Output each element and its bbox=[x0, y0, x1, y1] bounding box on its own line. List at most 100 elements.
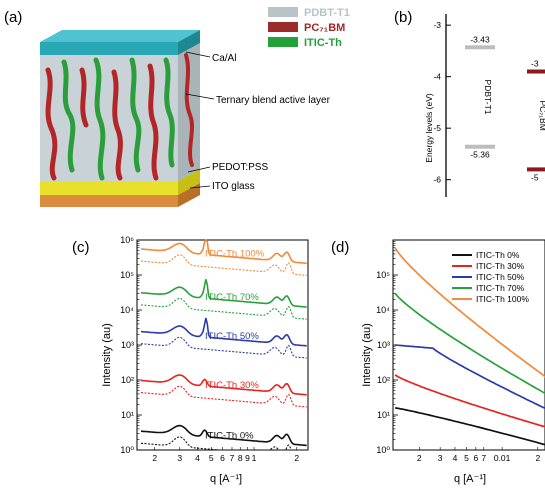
energy-tick-label: -6 bbox=[433, 175, 441, 185]
pdbt-material-label: PDBT-T1 bbox=[483, 80, 493, 115]
legend-label: ITIC-Th 50% bbox=[476, 272, 525, 282]
series-label: ITIC-Th 100% bbox=[205, 248, 265, 259]
pcbm-lumo-bar bbox=[527, 69, 545, 74]
legend-swatch-itic bbox=[268, 37, 298, 47]
y-tick-label: 10⁴ bbox=[120, 305, 134, 315]
x-tick-label: 6 bbox=[473, 453, 478, 463]
label-ito: ITO glass bbox=[212, 181, 255, 192]
panel-c: (c) Intensity (au) q [A⁻¹] 10⁰10¹10²10³1… bbox=[72, 235, 309, 485]
electrode-layer-top bbox=[40, 30, 200, 42]
x-tick-label: 4 bbox=[453, 453, 458, 463]
panel-a-label: (a) bbox=[4, 9, 22, 26]
label-active: Ternary blend active layer bbox=[216, 95, 331, 106]
label-electrode: Ca/Al bbox=[212, 53, 236, 64]
pcbm-homo-bar bbox=[527, 167, 545, 172]
series-line bbox=[394, 374, 545, 428]
series-line-solid bbox=[140, 238, 307, 265]
panel-a: (a) bbox=[4, 7, 350, 207]
series-label: ITIC-Th 50% bbox=[205, 331, 259, 342]
panel-d-legend: ITIC-Th 0%ITIC-Th 30%ITIC-Th 50% ITIC-Th … bbox=[452, 250, 529, 304]
panel-b: (b) Energy levels (eV) -3 -4 -5 -6 -3.43 -5.… bbox=[394, 9, 545, 197]
series-line bbox=[394, 407, 545, 446]
series-line bbox=[395, 344, 545, 410]
panel-d-xlabel: q [A⁻¹] bbox=[454, 473, 486, 485]
x-tick-label: 3 bbox=[438, 453, 443, 463]
pedot-layer-side bbox=[178, 169, 200, 195]
legend-label: ITIC-Th 100% bbox=[476, 294, 529, 304]
panel-d-label: (d) bbox=[331, 239, 349, 256]
panel-d-ylabel: Intensity (au) bbox=[361, 323, 373, 387]
pcbm-material-label: PC₇₁BM bbox=[538, 100, 545, 130]
y-tick-label: 10³ bbox=[377, 340, 390, 350]
pcbm-homo-label: -5 bbox=[531, 172, 539, 182]
y-tick-label: 10² bbox=[121, 375, 134, 385]
layer-labels: Ca/Al Ternary blend active layer PEDOT:P… bbox=[185, 51, 331, 192]
series-line bbox=[394, 247, 545, 378]
x-tick-label: 7 bbox=[230, 453, 235, 463]
x-tick-label: 9 bbox=[245, 453, 250, 463]
pdbt-homo-bar bbox=[465, 144, 495, 149]
series-label: ITIC-Th 70% bbox=[205, 292, 259, 303]
y-tick-label: 10⁶ bbox=[120, 235, 134, 245]
series-line-solid bbox=[140, 279, 307, 308]
energy-ticks: -3 -4 -5 -6 bbox=[433, 20, 451, 185]
x-tick-label: 5 bbox=[209, 453, 214, 463]
panel-c-series: ITIC-Th 0% ITIC-Th 30% ITIC-Th 50% ITIC-Th … bbox=[140, 238, 307, 451]
legend-label-pdbt: PDBT-T1 bbox=[304, 7, 350, 19]
series-line-dashed bbox=[140, 385, 307, 408]
x-tick-label: 3 bbox=[177, 453, 182, 463]
legend-label: ITIC-Th 0% bbox=[476, 250, 520, 260]
device-stack bbox=[40, 30, 200, 207]
series-line-dashed bbox=[140, 297, 307, 320]
ito-layer-side bbox=[178, 183, 200, 207]
x-tick-label: 5 bbox=[464, 453, 469, 463]
series-line bbox=[394, 292, 545, 395]
panel-d-axes: 10⁰ 10¹ 10² 10³ 10⁴ 10⁵ 2 3 4 5 6 7 0.01 2 bbox=[376, 239, 540, 463]
legend-label-itic: ITIC-Th bbox=[304, 37, 342, 49]
panel-d: (d) Intensity (au) q [A⁻¹] 10⁰ 10¹ 10² 10³ 1… bbox=[331, 239, 545, 485]
legend-swatch-pcbm bbox=[268, 22, 298, 32]
energy-tick-label: -4 bbox=[433, 72, 441, 82]
y-tick-label: 10⁰ bbox=[376, 445, 390, 455]
x-tick-label: 2 bbox=[417, 453, 422, 463]
electrode-layer-side bbox=[178, 30, 200, 55]
y-tick-label: 10¹ bbox=[377, 410, 390, 420]
blend-layer-front bbox=[40, 55, 178, 181]
panel-b-label: (b) bbox=[394, 9, 412, 26]
x-tick-label: 4 bbox=[195, 453, 200, 463]
panel-a-legend: PDBT-T1 PC₇₁BM ITIC-Th bbox=[268, 7, 350, 49]
legend-label-pcbm: PC₇₁BM bbox=[304, 22, 345, 34]
energy-tick-label: -3 bbox=[433, 20, 441, 30]
x-tick-label: 1 bbox=[252, 453, 257, 463]
y-tick-label: 10⁵ bbox=[376, 270, 390, 280]
pedot-layer-front bbox=[40, 181, 178, 195]
series-label: ITIC-Th 0% bbox=[205, 430, 254, 441]
panel-c-label: (c) bbox=[72, 239, 90, 256]
panel-b-ylabel: Energy levels (eV) bbox=[424, 93, 434, 163]
panel-c-axes: 10⁰ 10¹ 10² 10³ 10⁴ 10⁵ 10⁶ 2 3 4 5 6 7 8 9 1 2 bbox=[120, 235, 299, 463]
y-tick-label: 10² bbox=[377, 375, 390, 385]
energy-levels: -3.43 -5.36 PDBT-T1 -3 -5 PC₇₁BM bbox=[465, 34, 545, 182]
panel-d-series bbox=[394, 247, 545, 446]
energy-tick-label: -5 bbox=[433, 123, 441, 133]
x-tick-label: 6 bbox=[220, 453, 225, 463]
x-tick-label: 8 bbox=[238, 453, 243, 463]
ito-layer-front bbox=[40, 195, 178, 207]
pcbm-lumo-label: -3 bbox=[531, 59, 539, 69]
series-line-solid bbox=[140, 424, 307, 447]
legend-label: ITIC-Th 30% bbox=[476, 261, 525, 271]
legend-swatch-pdbt bbox=[268, 7, 298, 17]
y-tick-label: 10⁵ bbox=[120, 270, 134, 280]
x-tick-label: 2 bbox=[152, 453, 157, 463]
series-line-solid bbox=[140, 374, 307, 396]
fibers bbox=[45, 53, 194, 181]
label-pedot: PEDOT:PSS bbox=[212, 162, 268, 173]
x-tick-label: 7 bbox=[481, 453, 486, 463]
y-tick-label: 10⁴ bbox=[376, 305, 390, 315]
x-tick-label: 2 bbox=[535, 453, 540, 463]
pdbt-homo-label: -5.36 bbox=[470, 150, 490, 160]
pdbt-lumo-bar bbox=[465, 45, 495, 50]
series-line-dashed bbox=[140, 254, 307, 276]
series-line-solid bbox=[140, 317, 307, 347]
